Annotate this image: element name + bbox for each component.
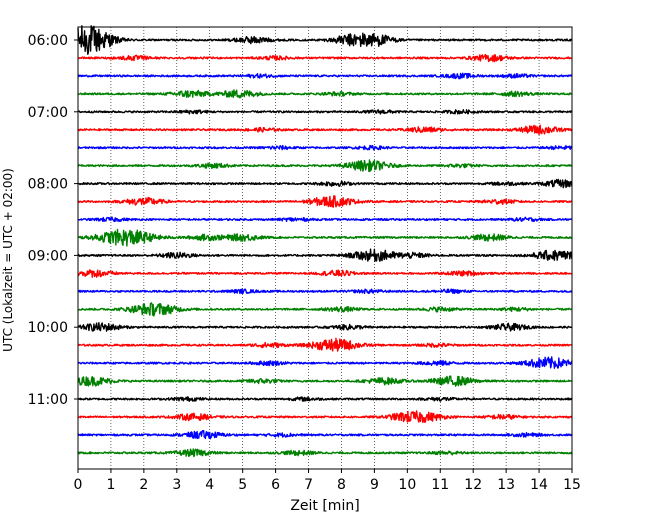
trace-line — [77, 109, 573, 115]
trace-line — [77, 72, 573, 80]
y-tick-label: 11:00 — [28, 392, 68, 408]
x-tick-label: 6 — [271, 477, 280, 493]
y-tick-label: 08:00 — [28, 177, 68, 193]
x-tick-label: 11 — [431, 477, 449, 493]
plot-frame — [77, 26, 573, 470]
y-axis-label: UTC (Lokalzeit = UTC + 02:00) — [1, 168, 15, 352]
y-tick-label: 07:00 — [28, 105, 68, 121]
x-tick-label: 8 — [337, 477, 346, 493]
y-tick-label: 09:00 — [28, 248, 68, 264]
trace-line — [77, 216, 573, 223]
x-tick-label: 3 — [172, 477, 181, 493]
trace-line — [77, 410, 573, 423]
x-axis-ticks: 0 1 2 3 4 5 6 7 8 9 10 11 12 13 14 15 — [74, 469, 581, 493]
trace-line — [77, 89, 573, 99]
trace-line — [77, 302, 573, 317]
trace-line — [77, 124, 573, 136]
y-axis-ticks: 06:00 07:00 08:00 09:00 10:00 11:00 — [28, 33, 78, 408]
trace-lines — [77, 25, 573, 458]
y-tick-label: 06:00 — [28, 33, 68, 49]
y-tick-label: 10:00 — [28, 320, 68, 336]
x-tick-label: 5 — [238, 477, 247, 493]
x-tick-label: 10 — [398, 477, 416, 493]
x-tick-label: 15 — [563, 477, 581, 493]
trace-line — [77, 396, 573, 402]
x-tick-label: 2 — [139, 477, 148, 493]
x-tick-label: 1 — [106, 477, 115, 493]
trace-line — [77, 178, 573, 189]
trace-line — [77, 375, 573, 387]
trace-line — [77, 322, 573, 332]
trace-line — [77, 53, 573, 63]
trace-line — [77, 288, 573, 295]
trace-line — [77, 248, 573, 262]
trace-line — [77, 144, 573, 151]
x-tick-label: 0 — [74, 477, 83, 493]
trace-line — [77, 228, 573, 247]
x-tick-label: 14 — [530, 477, 548, 493]
x-tick-label: 4 — [205, 477, 214, 493]
trace-line — [77, 337, 573, 352]
x-axis-label: Zeit [min] — [290, 498, 359, 514]
trace-line — [77, 448, 573, 458]
trace-line — [77, 195, 573, 208]
x-tick-label: 13 — [497, 477, 515, 493]
trace-line — [77, 429, 573, 440]
trace-line — [77, 159, 573, 173]
trace-line — [77, 356, 573, 369]
x-tick-label: 9 — [370, 477, 379, 493]
x-tick-label: 12 — [464, 477, 482, 493]
trace-line — [77, 269, 573, 278]
x-tick-label: 7 — [304, 477, 313, 493]
trace-line — [77, 25, 573, 55]
